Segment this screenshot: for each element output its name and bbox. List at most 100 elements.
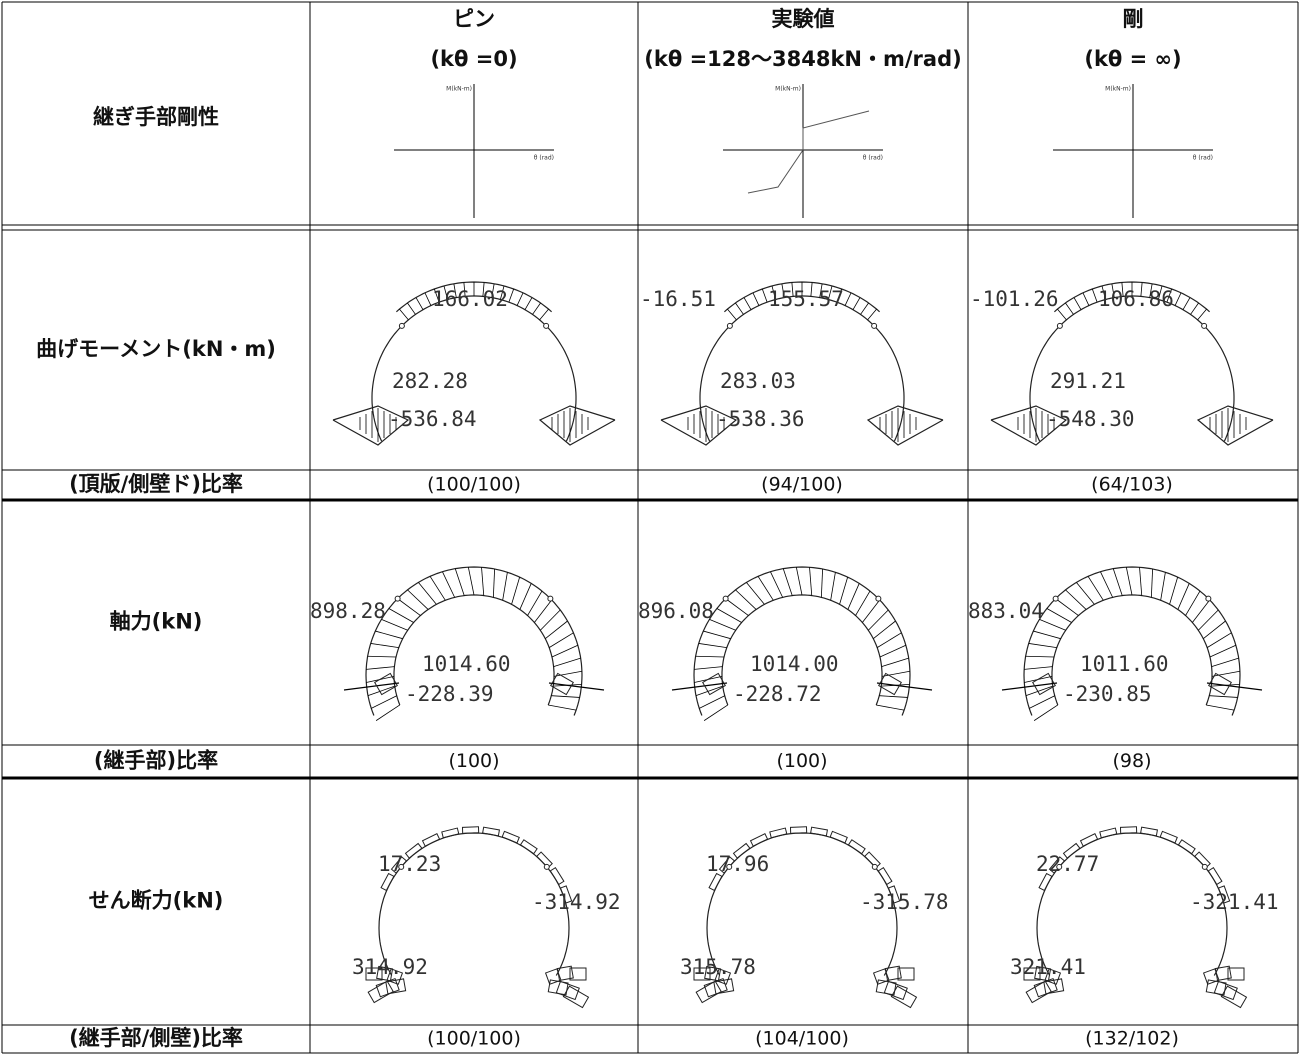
diagram-value: 883.04 xyxy=(968,599,1044,623)
graph-y-label: M(kN-m) xyxy=(446,86,472,93)
hatch xyxy=(1076,582,1095,605)
shear-box xyxy=(1140,826,1158,837)
hatch xyxy=(454,568,465,596)
shear-box xyxy=(404,842,423,859)
hatch xyxy=(1055,598,1079,616)
shear-box xyxy=(1177,839,1196,855)
hatch xyxy=(540,609,561,631)
shear-box xyxy=(380,872,395,892)
diagram-value: 166.02 xyxy=(432,287,508,311)
diagram-value: 17.23 xyxy=(378,852,441,876)
member-axis xyxy=(548,682,605,691)
hatch xyxy=(1057,308,1067,321)
hatch xyxy=(1033,630,1061,640)
diagram-value: -315.78 xyxy=(860,890,949,914)
joint xyxy=(398,863,405,870)
hatch xyxy=(407,302,416,315)
hatch xyxy=(1025,655,1055,658)
row-label: 曲げモーメント(kN・m) xyxy=(36,337,276,361)
hatch xyxy=(1182,297,1191,310)
hatch xyxy=(551,644,578,658)
hatch xyxy=(1024,666,1053,670)
column-name: ピン xyxy=(453,7,495,31)
shear-box xyxy=(1062,842,1081,859)
hatch xyxy=(727,308,737,321)
hatch xyxy=(367,655,397,658)
shear-box xyxy=(1119,826,1138,834)
diagram-value: 898.28 xyxy=(310,599,386,623)
foot-box xyxy=(1208,672,1232,696)
joint xyxy=(1201,322,1208,329)
diagram-value: -228.72 xyxy=(733,682,822,706)
hatch xyxy=(868,609,889,631)
hatch xyxy=(527,590,543,616)
row-label: (継手部)比率 xyxy=(94,749,218,773)
hatch xyxy=(836,288,843,303)
hatch xyxy=(1091,288,1098,303)
diagram-value: 155.57 xyxy=(768,287,844,311)
shear-box xyxy=(501,830,520,844)
diagram-value: 291.21 xyxy=(1050,369,1126,393)
shear-box xyxy=(549,867,565,886)
diagram-value: 17.96 xyxy=(706,852,769,876)
hatch xyxy=(367,685,395,696)
graph-y-label: M(kN-m) xyxy=(775,86,801,93)
hatch xyxy=(809,567,813,596)
hatch xyxy=(553,670,583,677)
hatch xyxy=(551,695,580,698)
hatch xyxy=(1139,567,1143,596)
shear-box xyxy=(732,842,751,859)
hatch xyxy=(1065,589,1087,610)
hatch xyxy=(399,308,409,321)
shear-box xyxy=(789,826,808,834)
shear-box xyxy=(461,826,480,834)
diagram-value: 283.03 xyxy=(720,369,796,393)
hatch xyxy=(453,283,457,298)
hatch xyxy=(743,297,752,310)
hatch xyxy=(463,282,466,297)
hatch xyxy=(443,285,448,300)
hatch xyxy=(388,608,414,623)
hatch xyxy=(1101,285,1106,300)
column-condition: (kθ =0) xyxy=(430,47,517,71)
ratio-value: (100) xyxy=(776,750,827,772)
hatch xyxy=(855,590,871,616)
joint xyxy=(871,863,878,870)
shear-box xyxy=(559,885,573,904)
hatch xyxy=(1177,583,1190,610)
hatch xyxy=(752,292,760,306)
diagram-value: 1014.60 xyxy=(422,652,511,676)
hatch xyxy=(873,620,896,639)
hatch xyxy=(1039,619,1066,631)
joint xyxy=(871,322,878,329)
hatch xyxy=(508,288,515,303)
foot-diagram xyxy=(990,405,1068,446)
hatch xyxy=(1046,608,1072,623)
diagram-value: -538.36 xyxy=(716,407,805,431)
shear-box xyxy=(1214,965,1232,981)
hatch xyxy=(862,599,881,623)
hatch xyxy=(860,302,869,315)
hatch xyxy=(366,666,395,670)
foot-diagram xyxy=(538,405,616,446)
hatch xyxy=(492,568,496,598)
shear-box xyxy=(810,826,828,837)
shear-box xyxy=(1025,980,1052,1004)
hatch xyxy=(847,583,860,610)
member-axis xyxy=(876,682,933,691)
member-axis xyxy=(671,682,728,691)
member-axis xyxy=(343,682,400,691)
shear-box xyxy=(1079,833,1099,847)
hatch xyxy=(1073,297,1082,310)
hatch xyxy=(881,657,909,668)
hatch xyxy=(1149,283,1153,298)
joint xyxy=(1201,863,1208,870)
shear-box xyxy=(769,827,788,839)
diagram-value: 321.41 xyxy=(1010,955,1086,979)
hatch xyxy=(1121,282,1124,297)
hatch xyxy=(695,685,723,696)
shear-box xyxy=(713,978,735,995)
hatch xyxy=(1166,288,1173,303)
hatch xyxy=(548,632,574,648)
shear-box xyxy=(367,980,394,1004)
